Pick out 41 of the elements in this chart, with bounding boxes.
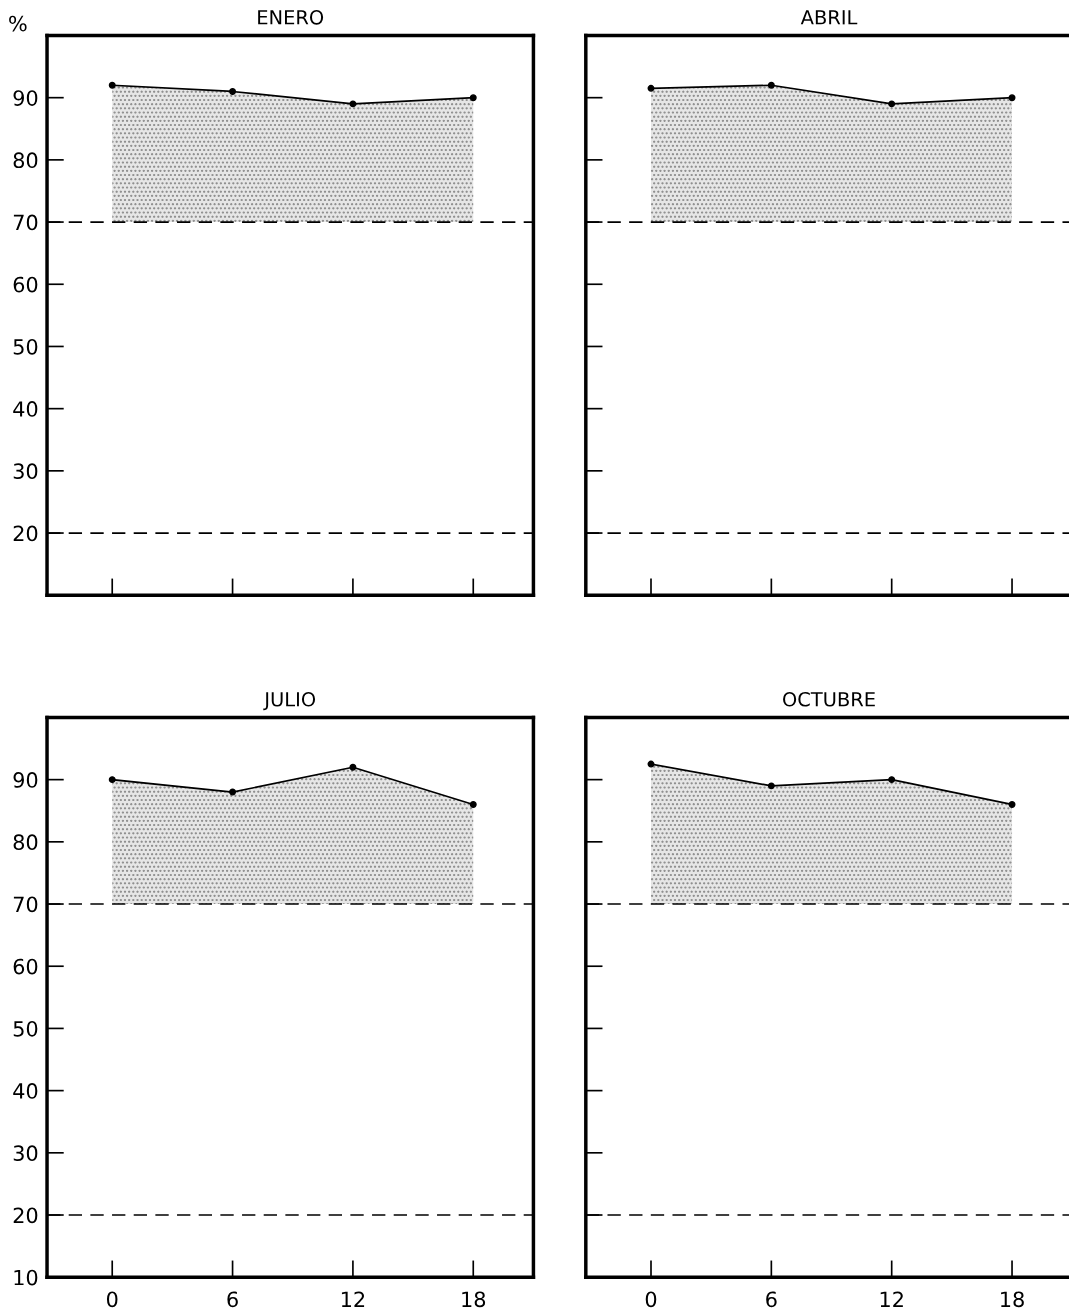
x-tick-label: 0 [645,1291,657,1308]
y-tick-label: 50 [13,1020,38,1037]
point [108,776,116,784]
x-tick-label: 6 [227,1291,238,1308]
y-tick-label: 40 [13,401,38,417]
y-tick-label: 80 [13,834,38,851]
x-tick-label: 12 [341,1291,365,1307]
y-tick-label: 80 [13,152,38,169]
y-tick-label: 90 [13,772,38,788]
x-tick-label: 12 [880,1291,903,1307]
x-tick-label: 18 [462,1291,486,1308]
y-tick-label: 20 [13,525,38,542]
y-tick-label: 10 [14,1269,38,1286]
y-tick-label: 40 [13,1083,38,1099]
y-tick-label: 50 [13,338,38,355]
point [229,788,237,796]
y-tick-label: 60 [13,276,38,293]
point [888,100,896,108]
y-tick-label: 70 [13,214,38,231]
point [349,763,357,771]
point [767,782,775,790]
point [1008,801,1016,808]
y-tick-label: 60 [13,958,38,975]
y-tick-label: 90 [13,90,38,106]
chart-title: ENERO [258,9,324,25]
point [647,84,655,92]
chart-title: JULIO [263,691,316,711]
point [888,776,896,784]
y-tick-label: 70 [13,896,38,913]
point [767,81,775,89]
y-tick-label: 20 [13,1207,38,1224]
chart-title: OCTUBRE [783,691,875,707]
y-tick-label: 30 [13,463,38,480]
point [469,801,477,808]
chart-title: ABRIL [800,10,858,25]
y-tick-label: 30 [13,1145,38,1162]
y-axis-title: % [9,15,27,32]
x-tick-label: 18 [1001,1291,1024,1308]
point [1008,94,1016,102]
x-tick-label: 0 [106,1291,118,1308]
x-tick-label: 6 [766,1291,777,1308]
